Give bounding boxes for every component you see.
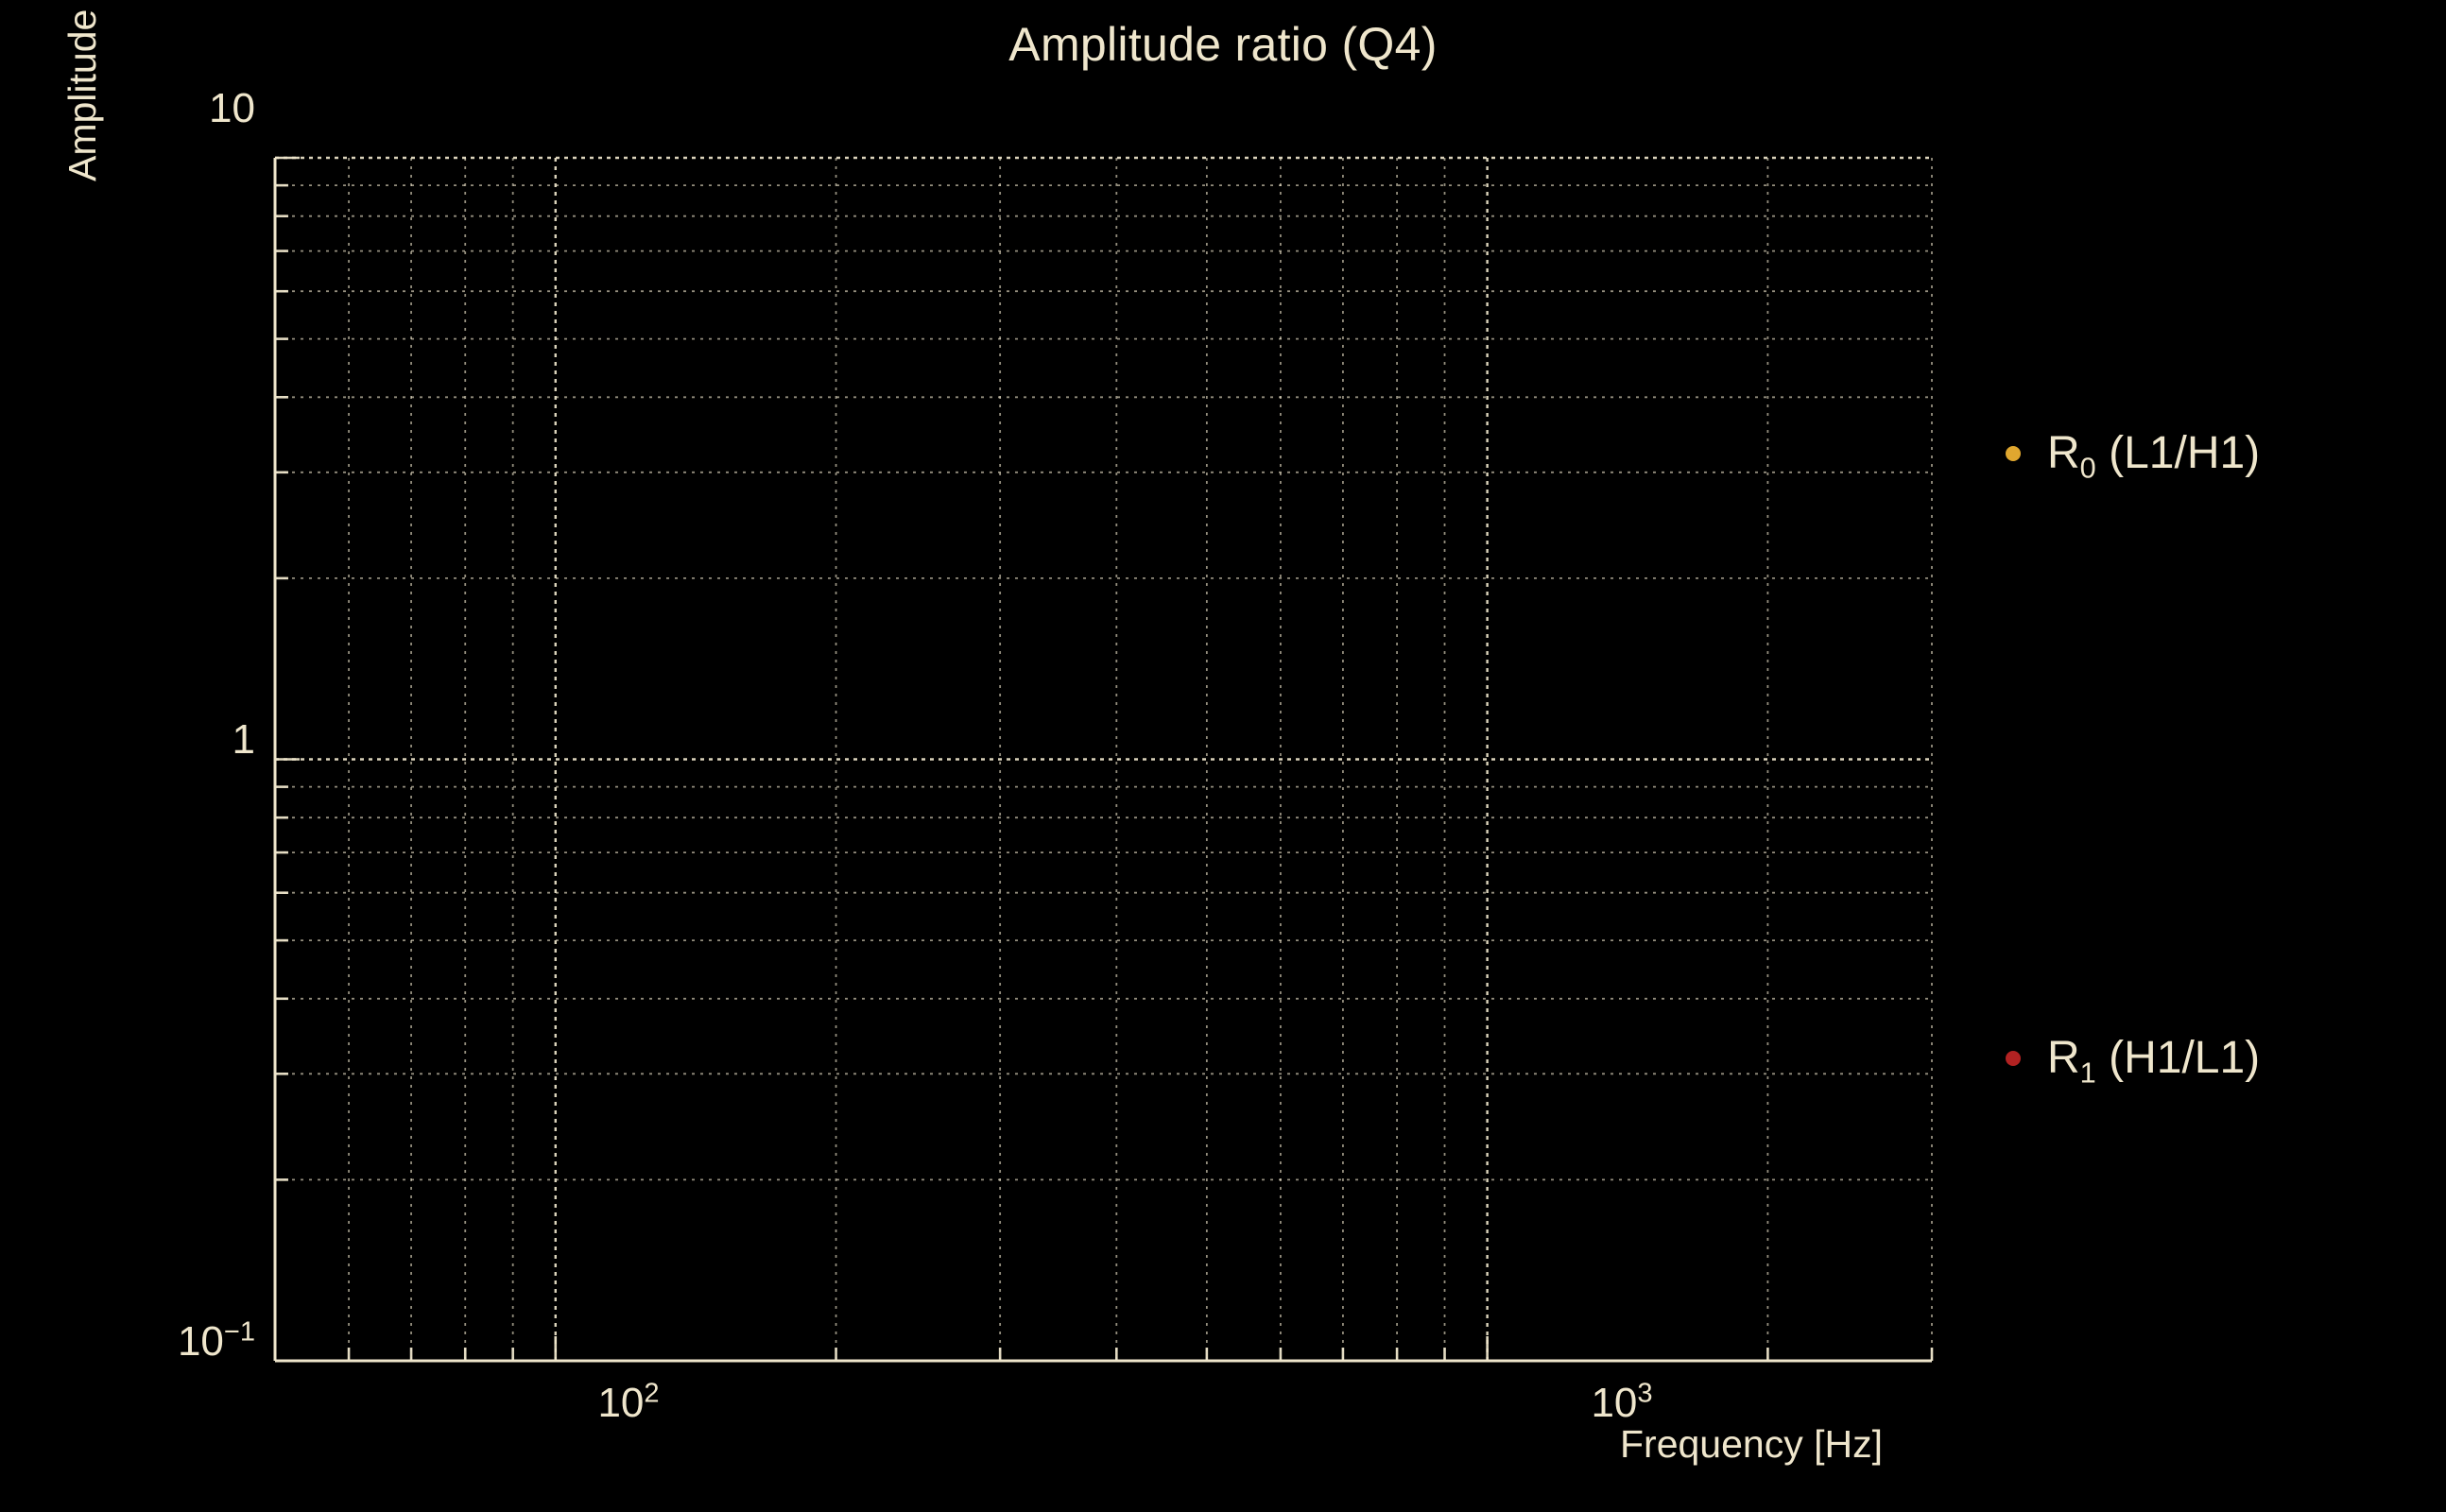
axis-frame-lines [273,158,1932,1363]
chart-title: Amplitude ratio (Q4) [1008,18,1438,71]
axis-ticks-left [275,156,300,1363]
y-tick-label-0.1: 10−1 [177,1316,255,1365]
legend-marker-r1-icon [2006,1051,2021,1066]
x-axis-tick-labels: 102 103 [0,1378,2446,1458]
x-tick-label-100: 102 [597,1378,660,1426]
legend-entry-r1[interactable]: R1 (H1/L1) [1985,1021,2260,1096]
legend-marker-r0-icon [2006,446,2021,461]
x-axis-title: Frequency [Hz] [1620,1422,1883,1466]
legend-marker-r1-cell [1985,1051,2041,1066]
y-tick-label-10: 10 [209,85,255,131]
y-axis-tick-labels: 10 1 10−1 [142,0,255,1512]
axis-ticks-bottom [273,1336,1934,1361]
plot-grid-svg [273,156,1934,1363]
y-axis-title: Amplitude ratio [60,0,104,181]
plot-area[interactable] [273,156,1934,1363]
y-tick-label-1: 1 [232,716,255,763]
legend-entry-r0[interactable]: R0 (L1/H1) [1985,416,2260,491]
x-tick-label-1000: 103 [1591,1378,1653,1426]
chart-legend: R0 (L1/H1) R1 (H1/L1) [1985,378,2401,1134]
legend-label-r0: R0 (L1/H1) [2047,428,2261,485]
grid-lines-minor-horizontal [275,156,1932,1363]
legend-label-r1: R1 (H1/L1) [2047,1033,2261,1090]
legend-marker-r0-cell [1985,446,2041,461]
